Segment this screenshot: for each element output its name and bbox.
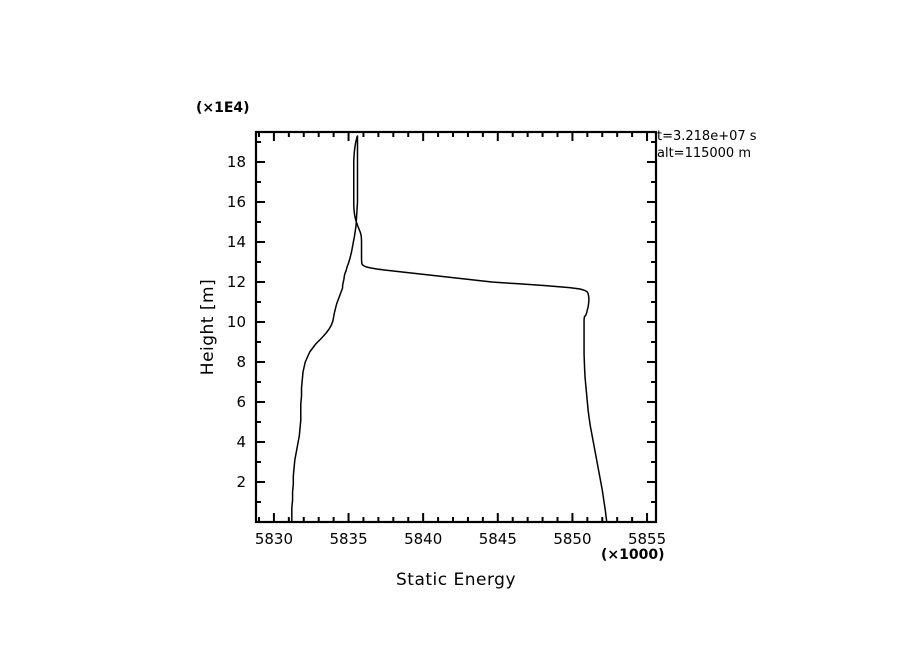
x-tick-label: 5830 — [255, 530, 293, 548]
y-tick-label: 4 — [236, 433, 246, 451]
x-tick-label: 5845 — [479, 530, 517, 548]
y-axis-title: Height [m] — [198, 279, 218, 375]
x-tick-label: 5840 — [404, 530, 442, 548]
plot-frame — [254, 130, 658, 524]
x-axis-title: Static Energy — [396, 570, 516, 590]
y-tick-label: 14 — [227, 233, 246, 251]
time-annotation: t=3.218e+07 s — [657, 129, 757, 144]
x-axis-tick-labels: 5830 5835 5840 5845 5850 5855 — [255, 530, 666, 548]
x-axis-ticks — [257, 132, 649, 522]
y-tick-label: 12 — [227, 273, 246, 291]
x-tick-label: 5835 — [329, 530, 367, 548]
altitude-annotation: alt=115000 m — [657, 146, 751, 161]
y-tick-label: 18 — [227, 153, 246, 171]
y-tick-label: 2 — [236, 473, 246, 491]
y-axis-ticks — [256, 141, 656, 523]
x-tick-label: 5850 — [553, 530, 591, 548]
y-axis-multiplier-label: (×1E4) — [196, 100, 250, 116]
x-axis-multiplier-label: (×1000) — [601, 547, 665, 563]
y-tick-label: 8 — [236, 353, 246, 371]
y-axis-tick-labels: 2 4 6 8 10 12 14 16 18 — [227, 153, 246, 491]
y-tick-label: 10 — [227, 313, 246, 331]
x-tick-label: 5855 — [628, 530, 666, 548]
y-tick-label: 6 — [236, 393, 246, 411]
static-energy-curve — [291, 135, 608, 523]
y-tick-label: 16 — [227, 193, 246, 211]
